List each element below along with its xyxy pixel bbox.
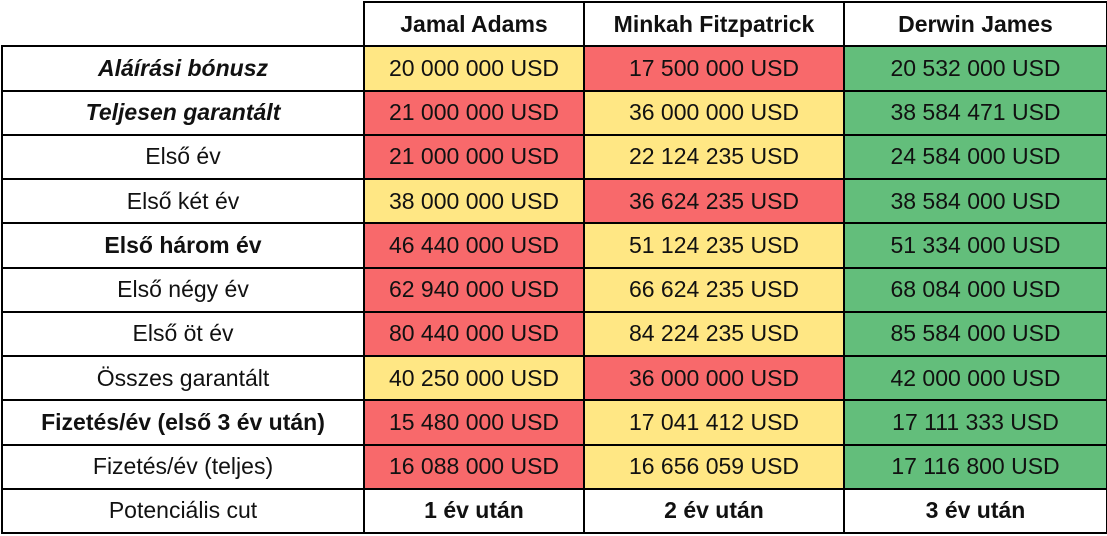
column-header: Derwin James (843, 0, 1107, 48)
table-row: Fizetés/év (első 3 év után) 15 480 000 US… (1, 399, 1107, 446)
row-label: Első három év (1, 222, 365, 269)
table-row: Első négy év 62 940 000 USD 66 624 235 USD… (1, 266, 1107, 313)
row-label: Összes garantált (1, 354, 365, 402)
value-cell: 17 111 333 USD (843, 399, 1107, 446)
value-cell: 36 624 235 USD (583, 177, 845, 225)
row-label: Teljesen garantált (1, 89, 365, 136)
value-cell: 17 500 000 USD (583, 45, 845, 92)
row-label: Potenciális cut (1, 487, 365, 535)
value-cell: 62 940 000 USD (363, 266, 585, 313)
value-cell: 80 440 000 USD (363, 310, 585, 358)
value-cell: 46 440 000 USD (363, 222, 585, 269)
value-cell: 22 124 235 USD (583, 133, 845, 181)
value-cell: 2 év után (583, 487, 845, 535)
value-cell: 68 084 000 USD (843, 266, 1107, 313)
value-cell: 38 584 471 USD (843, 89, 1107, 136)
column-header: Minkah Fitzpatrick (583, 0, 845, 48)
value-cell: 36 000 000 USD (583, 354, 845, 402)
value-cell: 38 584 000 USD (843, 177, 1107, 225)
table-row: Fizetés/év (teljes) 16 088 000 USD 16 656 … (1, 443, 1107, 490)
value-cell: 51 334 000 USD (843, 222, 1107, 269)
table-row: Első öt év 80 440 000 USD 84 224 235 USD 85… (1, 310, 1107, 358)
value-cell: 15 480 000 USD (363, 399, 585, 446)
value-cell: 21 000 000 USD (363, 89, 585, 136)
table-row: Aláírási bónusz 20 000 000 USD 17 500 000 … (1, 45, 1107, 92)
value-cell: 1 év után (363, 487, 585, 535)
value-cell: 16 088 000 USD (363, 443, 585, 490)
row-label: Fizetés/év (első 3 év után) (1, 399, 365, 446)
value-cell: 20 532 000 USD (843, 45, 1107, 92)
column-header: Jamal Adams (363, 0, 585, 48)
value-cell: 42 000 000 USD (843, 354, 1107, 402)
table-row: Összes garantált 40 250 000 USD 36 000 000… (1, 354, 1107, 402)
value-cell: 36 000 000 USD (583, 89, 845, 136)
corner-cell (1, 0, 365, 48)
header-row: Jamal Adams Minkah Fitzpatrick Derwin Ja… (1, 0, 1107, 48)
value-cell: 84 224 235 USD (583, 310, 845, 358)
table-row: Teljesen garantált 21 000 000 USD 36 000 0… (1, 89, 1107, 136)
row-label: Fizetés/év (teljes) (1, 443, 365, 490)
value-cell: 24 584 000 USD (843, 133, 1107, 181)
row-label: Aláírási bónusz (1, 45, 365, 92)
table-row: Első három év 46 440 000 USD 51 124 235 US… (1, 222, 1107, 269)
value-cell: 40 250 000 USD (363, 354, 585, 402)
table-row: Potenciális cut 1 év után 2 év után 3 év ut… (1, 487, 1107, 535)
value-cell: 66 624 235 USD (583, 266, 845, 313)
value-cell: 3 év után (843, 487, 1107, 535)
table-row: Első év 21 000 000 USD 22 124 235 USD 24 58… (1, 133, 1107, 181)
value-cell: 21 000 000 USD (363, 133, 585, 181)
value-cell: 51 124 235 USD (583, 222, 845, 269)
value-cell: 17 116 800 USD (843, 443, 1107, 490)
value-cell: 85 584 000 USD (843, 310, 1107, 358)
row-label: Első év (1, 133, 365, 181)
row-label: Első öt év (1, 310, 365, 358)
value-cell: 38 000 000 USD (363, 177, 585, 225)
value-cell: 20 000 000 USD (363, 45, 585, 92)
value-cell: 17 041 412 USD (583, 399, 845, 446)
row-label: Első két év (1, 177, 365, 225)
table-row: Első két év 38 000 000 USD 36 624 235 USD 3… (1, 177, 1107, 225)
row-label: Első négy év (1, 266, 365, 313)
value-cell: 16 656 059 USD (583, 443, 845, 490)
